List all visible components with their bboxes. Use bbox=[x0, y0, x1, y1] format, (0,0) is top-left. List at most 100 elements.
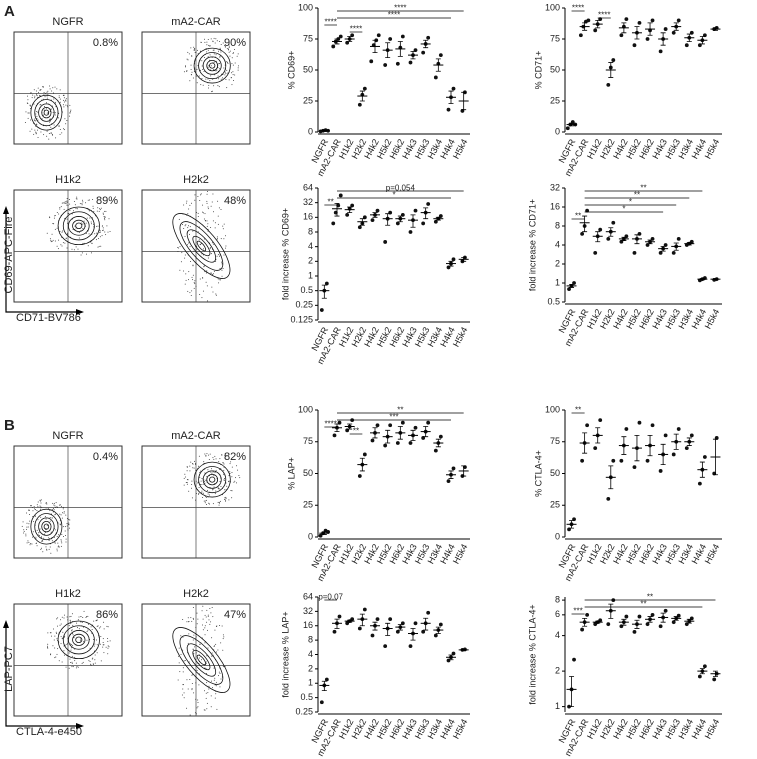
y-tick-label: 75 bbox=[550, 33, 560, 43]
event-dot bbox=[203, 248, 205, 250]
event-dot bbox=[70, 109, 72, 111]
y-tick-label: 100 bbox=[545, 404, 560, 414]
data-point bbox=[663, 433, 668, 438]
event-dot bbox=[199, 657, 201, 659]
event-dot bbox=[40, 104, 42, 106]
event-dot bbox=[28, 112, 30, 114]
event-dot bbox=[198, 455, 200, 457]
event-dot bbox=[86, 253, 88, 255]
data-point bbox=[712, 677, 717, 682]
event-dot bbox=[58, 95, 60, 97]
event-dot bbox=[228, 46, 230, 48]
error-bar bbox=[448, 260, 454, 267]
event-dot bbox=[67, 233, 69, 235]
event-dot bbox=[182, 688, 184, 690]
event-dot bbox=[42, 86, 44, 88]
event-dot bbox=[59, 513, 61, 515]
event-dot bbox=[185, 224, 187, 226]
error-bar bbox=[372, 621, 378, 631]
flow-x-label: CTLA-4-e450 bbox=[16, 726, 82, 738]
event-dot bbox=[204, 627, 206, 629]
y-tick-label: 50 bbox=[550, 468, 560, 478]
event-dot bbox=[107, 640, 109, 642]
event-dot bbox=[209, 248, 211, 250]
event-dot bbox=[32, 536, 34, 538]
event-dot bbox=[204, 634, 206, 636]
event-dot bbox=[194, 280, 196, 282]
event-dot bbox=[193, 46, 195, 48]
event-dot bbox=[48, 138, 50, 140]
error-bar bbox=[359, 457, 365, 472]
data-point bbox=[689, 239, 694, 244]
contour bbox=[172, 213, 231, 279]
event-dot bbox=[100, 626, 102, 628]
event-dot bbox=[64, 644, 66, 646]
event-dot bbox=[94, 643, 96, 645]
y-tick-label: 2 bbox=[555, 665, 560, 675]
panel-label: B bbox=[4, 417, 15, 434]
event-dot bbox=[93, 645, 95, 647]
significance-label: ** bbox=[634, 191, 640, 200]
data-point bbox=[650, 423, 655, 428]
data-point bbox=[689, 616, 694, 621]
event-dot bbox=[59, 230, 61, 232]
event-dot bbox=[46, 97, 48, 99]
event-dot bbox=[33, 133, 35, 135]
event-dot bbox=[213, 679, 215, 681]
event-dot bbox=[96, 652, 98, 654]
event-dot bbox=[104, 219, 106, 221]
event-dot bbox=[202, 618, 204, 620]
event-dot bbox=[195, 626, 197, 628]
contour bbox=[57, 620, 100, 660]
event-dot bbox=[190, 202, 192, 204]
error-bar bbox=[359, 613, 365, 627]
y-tick-label: 75 bbox=[303, 33, 313, 43]
event-dot bbox=[96, 625, 98, 627]
y-tick-label: 32 bbox=[550, 182, 560, 192]
event-dot bbox=[56, 245, 58, 247]
error-bar bbox=[321, 680, 327, 692]
event-dot bbox=[75, 246, 77, 248]
event-dot bbox=[29, 108, 31, 110]
event-dot bbox=[57, 117, 59, 119]
event-dot bbox=[201, 610, 203, 612]
contour bbox=[179, 635, 224, 685]
event-dot bbox=[63, 654, 65, 656]
flow-plot-percent: 86% bbox=[96, 609, 118, 621]
event-dot bbox=[62, 104, 64, 106]
error-bar bbox=[334, 38, 340, 45]
data-point bbox=[400, 420, 405, 425]
event-dot bbox=[65, 123, 67, 125]
event-dot bbox=[53, 536, 55, 538]
data-point bbox=[645, 622, 650, 627]
y-tick-label: 25 bbox=[303, 95, 313, 105]
data-point bbox=[658, 624, 663, 629]
event-dot bbox=[35, 93, 37, 95]
event-dot bbox=[231, 57, 233, 59]
event-dot bbox=[204, 709, 206, 711]
event-dot bbox=[62, 94, 64, 96]
event-dot bbox=[104, 231, 106, 233]
event-dot bbox=[49, 632, 51, 634]
event-dot bbox=[222, 666, 224, 668]
event-dot bbox=[188, 661, 190, 663]
event-dot bbox=[102, 229, 104, 231]
data-point bbox=[451, 257, 456, 262]
event-dot bbox=[221, 454, 223, 456]
error-bar bbox=[686, 437, 692, 446]
contour bbox=[186, 643, 217, 677]
event-dot bbox=[37, 506, 39, 508]
data-point bbox=[421, 50, 426, 55]
event-dot bbox=[203, 238, 205, 240]
error-bar bbox=[686, 241, 692, 246]
event-dot bbox=[26, 542, 28, 544]
event-dot bbox=[218, 504, 220, 506]
event-dot bbox=[92, 205, 94, 207]
event-dot bbox=[66, 523, 68, 525]
y-axis-label: % LAP+ bbox=[286, 457, 296, 490]
event-dot bbox=[95, 239, 97, 241]
event-dot bbox=[182, 224, 184, 226]
error-bar bbox=[321, 531, 327, 535]
event-dot bbox=[27, 112, 29, 114]
event-dot bbox=[213, 486, 215, 488]
